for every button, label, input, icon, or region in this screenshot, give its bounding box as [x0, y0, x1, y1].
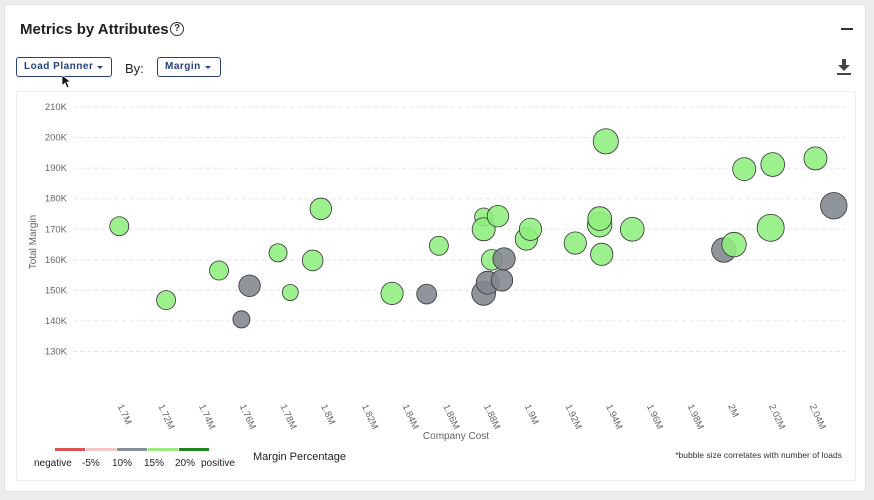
bubble[interactable]: [428, 235, 449, 256]
bubble[interactable]: [232, 310, 251, 329]
x-tick-label: 1.94M: [603, 403, 624, 432]
x-tick-label: 2.04M: [807, 403, 828, 432]
bubble[interactable]: [803, 146, 828, 171]
bubble[interactable]: [820, 192, 848, 220]
legend-label-minus5: -5%: [82, 458, 100, 469]
bubble[interactable]: [238, 274, 261, 297]
bubble[interactable]: [301, 249, 324, 272]
help-icon[interactable]: ?: [170, 22, 184, 36]
legend-label-15: 15%: [144, 458, 164, 469]
bubble[interactable]: [309, 197, 332, 220]
bubble-chart: 130K 140K 150K 160K 170K 180K 190K 200K 210K 1.7M…: [28, 102, 848, 469]
bubble[interactable]: [109, 216, 130, 237]
bubble[interactable]: [490, 269, 514, 292]
x-tick-label: 2M: [725, 403, 741, 420]
legend-swatch: [179, 448, 209, 451]
y-tick-label: 140K: [45, 316, 68, 327]
bubble[interactable]: [156, 290, 177, 311]
bubble[interactable]: [380, 281, 404, 305]
bubble-size-footnote: *bubble size correlates with number of l…: [675, 450, 842, 460]
y-tick-label: 200K: [45, 133, 68, 144]
x-tick-label: 1.96M: [644, 403, 665, 432]
x-tick-label: 1.88M: [481, 403, 502, 432]
x-tick-label: 1.98M: [685, 403, 706, 432]
legend-label-20: 20%: [175, 458, 195, 469]
download-icon[interactable]: [837, 59, 851, 75]
bubble[interactable]: [592, 128, 619, 155]
card-title: Metrics by Attributes: [20, 21, 169, 38]
x-tick-label: 1.9M: [522, 403, 541, 427]
legend: negative -5% 10% 15% 20% positive Margin…: [34, 448, 346, 469]
y-tick-label: 170K: [45, 224, 68, 235]
y-tick-label: 190K: [45, 163, 68, 174]
legend-swatch: [55, 448, 85, 451]
bubble[interactable]: [492, 247, 516, 271]
mouse-cursor-icon: [62, 75, 72, 89]
legend-title: Margin Percentage: [253, 451, 346, 463]
collapse-icon[interactable]: [841, 28, 853, 30]
metric-dropdown-label: Margin: [165, 61, 201, 72]
x-tick-label: 1.82M: [359, 403, 380, 432]
bubble[interactable]: [518, 217, 543, 241]
x-tick-label: 1.7M: [115, 403, 134, 427]
bubble[interactable]: [471, 217, 496, 242]
x-tick-label: 1.74M: [196, 403, 217, 432]
x-tick-label: 2.02M: [766, 403, 787, 432]
metrics-card: Metrics by Attributes ? Load Planner By:…: [4, 4, 866, 492]
y-axis-label: Total Margin: [28, 215, 39, 269]
x-tick-label: 1.78M: [277, 403, 298, 432]
bubble[interactable]: [587, 206, 612, 231]
y-tick-label: 150K: [45, 285, 68, 296]
legend-swatch: [86, 448, 116, 451]
y-tick-label: 130K: [45, 346, 68, 357]
bubble[interactable]: [756, 213, 785, 242]
x-tick-label: 1.76M: [237, 403, 258, 432]
bubble[interactable]: [416, 283, 438, 305]
legend-swatch: [148, 448, 178, 451]
bubble[interactable]: [760, 152, 786, 177]
bubble[interactable]: [486, 204, 510, 228]
y-tick-label: 210K: [45, 102, 68, 113]
metric-dropdown[interactable]: Margin: [157, 57, 221, 77]
bubble[interactable]: [209, 260, 229, 281]
x-tick-label: 1.86M: [440, 403, 461, 432]
legend-label-10: 10%: [112, 458, 132, 469]
chevron-down-icon: [205, 66, 211, 69]
bubble[interactable]: [619, 216, 645, 242]
x-axis-label: Company Cost: [423, 431, 489, 442]
bubble[interactable]: [268, 243, 288, 263]
load-planner-dropdown-label: Load Planner: [24, 61, 94, 72]
legend-label-positive: positive: [201, 458, 235, 469]
x-tick-label: 1.8M: [318, 403, 337, 427]
legend-swatch: [117, 448, 147, 451]
bubble[interactable]: [590, 242, 614, 266]
bubble[interactable]: [563, 231, 587, 255]
y-tick-label: 180K: [45, 194, 68, 205]
chevron-down-icon: [97, 66, 103, 69]
plot-frame: [16, 91, 856, 481]
x-tick-label: 1.92M: [562, 403, 583, 432]
by-label: By:: [125, 61, 144, 76]
legend-label-negative: negative: [34, 458, 72, 469]
x-tick-label: 1.84M: [400, 403, 421, 432]
bubble[interactable]: [281, 284, 299, 301]
x-tick-label: 1.72M: [155, 403, 176, 432]
bubble[interactable]: [732, 157, 757, 182]
y-tick-label: 160K: [45, 255, 68, 266]
bubble[interactable]: [721, 231, 747, 258]
